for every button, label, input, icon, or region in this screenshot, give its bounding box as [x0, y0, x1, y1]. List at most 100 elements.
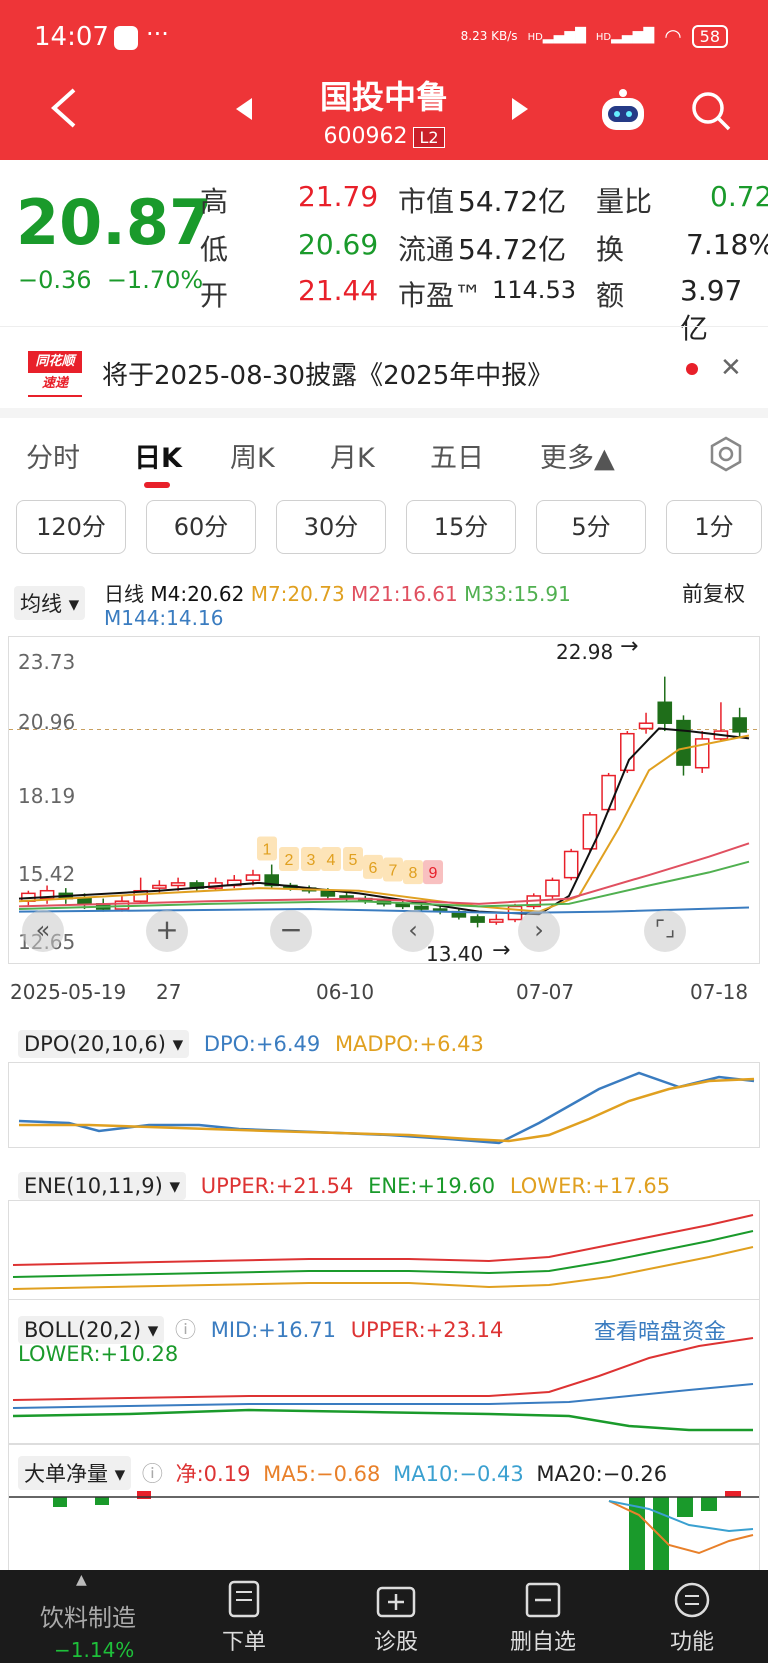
candle-body [582, 814, 598, 850]
y-tick-0: 23.73 [18, 650, 76, 674]
ma-selector[interactable]: 均线 ▾ [14, 586, 86, 620]
dpo-selector-label: DPO(20,10,6) [24, 1032, 166, 1056]
ma-line-m144 [18, 906, 750, 914]
turnover-label: 换 [596, 233, 625, 266]
period-15m[interactable]: 15分 [406, 500, 516, 554]
nav-order-label: 下单 [222, 1630, 267, 1655]
wifi-icon: ◠ [664, 24, 682, 48]
search-icon[interactable] [690, 90, 732, 132]
ene-chart[interactable] [8, 1200, 760, 1300]
flow-ma10: MA10:−0.43 [393, 1462, 524, 1486]
dpo-selector[interactable]: DPO(20,10,6) ▾ [18, 1030, 190, 1058]
period-1m[interactable]: 1分 [666, 500, 762, 554]
ene-selector-label: ENE(10,11,9) [24, 1174, 163, 1198]
period-5m[interactable]: 5分 [536, 500, 646, 554]
settings-icon[interactable] [708, 436, 744, 472]
y-tick-3: 15.42 [18, 862, 76, 886]
ma-m21: M21:16.61 [351, 582, 458, 606]
scroll-right-icon[interactable]: › [518, 910, 560, 952]
madpo-value: MADPO:+6.43 [334, 1032, 484, 1056]
diagnose-icon [376, 1586, 416, 1618]
x-tick-2: 06-10 [316, 980, 375, 1004]
ene-lower: LOWER:+17.65 [509, 1174, 671, 1198]
counter-badge [363, 854, 383, 879]
candle-body [470, 916, 485, 923]
flow-ma10-line [608, 1500, 754, 1533]
tab-more[interactable]: 更多▲ [540, 443, 615, 474]
expand-caret-icon[interactable]: ▲ [76, 1572, 87, 1588]
close-icon[interactable]: ✕ [720, 353, 742, 383]
ma-line-m21 [18, 842, 750, 908]
fullscreen-icon[interactable]: ⌜⌟ [644, 910, 686, 952]
logo-top: 同花顺 [35, 354, 75, 369]
tab-fenshi[interactable]: 分时 [26, 443, 80, 474]
counter-label: 4 [327, 852, 336, 869]
ene-selector[interactable]: ENE(10,11,9) ▾ [18, 1172, 187, 1200]
flow-help-icon[interactable]: ⓘ [141, 1462, 163, 1486]
next-stock-icon[interactable] [512, 98, 530, 120]
madpo-line [19, 1077, 755, 1143]
low-arrow-icon: → [492, 938, 511, 963]
dpo-line [18, 1071, 755, 1145]
scroll-left-fast-icon[interactable]: « [22, 910, 64, 952]
tab-daily-k[interactable]: 日K [134, 443, 182, 474]
candle-body [676, 719, 691, 766]
ene-header: ENE(10,11,9) ▾ UPPER:+21.54 ENE:+19.60 L… [18, 1172, 670, 1200]
ene-mid: ENE:+19.60 [368, 1174, 496, 1198]
period-120m[interactable]: 120分 [16, 500, 126, 554]
adjust-mode[interactable]: 前复权 [682, 582, 745, 606]
hd-label-1: HD [527, 32, 543, 43]
zoom-out-icon[interactable]: − [270, 910, 312, 952]
ma-line-m33 [18, 860, 750, 911]
boll-mid-line [12, 1383, 754, 1409]
battery-indicator: 58 [691, 24, 728, 48]
x-tick-3: 07-07 [516, 980, 575, 1004]
y-tick-1: 20.96 [18, 710, 76, 734]
nav-remove-watch[interactable]: 删自选 [510, 1580, 576, 1656]
volratio-value: 0.72 [710, 180, 768, 213]
scroll-left-icon[interactable]: ‹ [392, 910, 434, 952]
header-bar: 14:07 ··· 8.23 KB/s HD▂▄▆█ HD▂▄▆█ ◠ 58 国… [0, 0, 768, 160]
flow-selector-label: 大单净量 [24, 1462, 108, 1486]
mktcap-label: 市值 [398, 185, 455, 218]
ene-upper-line [12, 1214, 754, 1266]
flow-bar [95, 1497, 109, 1505]
notice-banner[interactable]: 同花顺 速递 将于2025-08-30披露《2025年中报》 ✕ [0, 326, 768, 408]
dark-pool-link[interactable]: 查看暗盘资金 [594, 1320, 727, 1345]
tab-weekly-k[interactable]: 周K [230, 443, 275, 474]
status-icons: 8.23 KB/s HD▂▄▆█ HD▂▄▆█ ◠ 58 [461, 24, 728, 48]
nav-order[interactable]: 下单 [222, 1580, 266, 1656]
counter-badge [301, 847, 321, 872]
candle-body [264, 874, 279, 887]
tab-monthly-k[interactable]: 月K [330, 443, 375, 474]
flow-bar [725, 1491, 741, 1497]
tab-five-day[interactable]: 五日 [430, 443, 484, 474]
l2-badge: L2 [413, 127, 445, 148]
flow-chart[interactable] [8, 1444, 760, 1571]
notice-text: 将于2025-08-30披露《2025年中报》 [102, 361, 554, 391]
robot-assistant-icon[interactable] [598, 88, 648, 134]
flow-ma5-line [608, 1500, 754, 1555]
back-icon[interactable] [48, 86, 78, 130]
nav-diagnose[interactable]: 诊股 [374, 1580, 418, 1656]
sector-name[interactable]: 饮料制造 [40, 1604, 136, 1632]
flow-selector[interactable]: 大单净量 ▾ [18, 1456, 132, 1490]
boll-selector[interactable]: BOLL(20,2) ▾ [18, 1316, 165, 1344]
dpo-chart[interactable] [8, 1062, 760, 1148]
prev-stock-icon[interactable] [236, 98, 254, 120]
candle-body [545, 879, 560, 897]
float-label: 流通 [398, 233, 455, 266]
nav-functions[interactable]: 功能 [670, 1580, 714, 1656]
boll-help-icon[interactable]: ⓘ [175, 1318, 197, 1342]
sector-change: −1.14% [54, 1638, 135, 1662]
candle-body [133, 889, 148, 902]
counter-label: 6 [369, 860, 378, 877]
period-60m[interactable]: 60分 [146, 500, 256, 554]
flow-bar [137, 1491, 151, 1499]
boll-upper-line [12, 1337, 754, 1401]
boll-chart[interactable] [8, 1300, 760, 1444]
ene-mid-line [12, 1230, 754, 1278]
zoom-in-icon[interactable]: + [146, 910, 188, 952]
period-30m[interactable]: 30分 [276, 500, 386, 554]
